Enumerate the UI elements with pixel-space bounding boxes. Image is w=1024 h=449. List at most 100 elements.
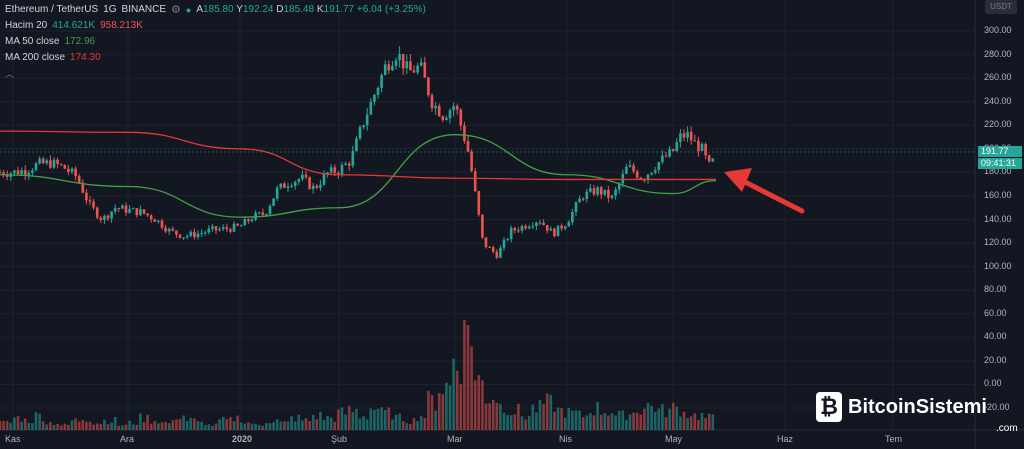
volume-bar bbox=[319, 411, 322, 430]
volume-bar bbox=[463, 320, 466, 430]
candle-body bbox=[455, 106, 459, 110]
volume-bar bbox=[581, 417, 585, 430]
volume-bar bbox=[59, 425, 63, 430]
volume-bar bbox=[81, 419, 85, 430]
price-tick-label: 280.00 bbox=[984, 48, 1012, 59]
volume-bar bbox=[229, 417, 232, 430]
symbol-title[interactable]: Ethereum / TetherUS bbox=[5, 4, 99, 15]
ma200-legend[interactable]: MA 200 close 174.30 bbox=[5, 52, 101, 63]
candle-body bbox=[401, 53, 405, 69]
volume-bar bbox=[484, 403, 488, 430]
volume-bar bbox=[657, 408, 661, 430]
time-tick-label: Haz bbox=[777, 434, 794, 444]
volume-bar bbox=[380, 407, 383, 430]
volume-bar bbox=[700, 412, 704, 430]
volume-bar bbox=[369, 408, 373, 430]
volume-bar bbox=[95, 423, 99, 430]
volume-bar bbox=[232, 421, 236, 430]
candle-body bbox=[686, 131, 689, 138]
currency-badge[interactable]: USDT bbox=[985, 0, 1017, 14]
volume-bar bbox=[85, 421, 88, 430]
volume-bar bbox=[340, 407, 344, 430]
candle-body bbox=[333, 167, 337, 173]
price-tick-label: 180.00 bbox=[984, 166, 1012, 177]
settings-icon[interactable]: ⚙ bbox=[171, 4, 181, 16]
volume-bar bbox=[592, 415, 596, 430]
volume-bar bbox=[452, 358, 455, 430]
volume-bar bbox=[185, 421, 189, 430]
volume-bar bbox=[553, 411, 556, 430]
volume-bar bbox=[88, 421, 92, 430]
volume-bar bbox=[355, 408, 358, 430]
candle-body bbox=[376, 87, 380, 95]
candle-body bbox=[70, 168, 74, 172]
price-tick-label: -20.00 bbox=[984, 402, 1010, 412]
candle-body bbox=[99, 217, 103, 221]
candle-body bbox=[531, 226, 535, 228]
volume-bar bbox=[661, 404, 664, 430]
price-tick-label: 40.00 bbox=[984, 331, 1007, 342]
candle-body bbox=[650, 172, 653, 175]
candle-body bbox=[391, 65, 394, 71]
volume-bar bbox=[488, 403, 491, 430]
volume-bar bbox=[225, 419, 229, 430]
collapse-icon[interactable]: ︿ bbox=[5, 69, 15, 79]
candle-body bbox=[693, 140, 697, 142]
volume-bar bbox=[499, 403, 502, 430]
volume-bar bbox=[167, 423, 171, 430]
volume-bar bbox=[679, 416, 682, 430]
last-price-tag: 191.77 bbox=[978, 146, 1022, 157]
volume-bar bbox=[664, 417, 668, 430]
candle-body bbox=[326, 172, 329, 174]
candle-body bbox=[45, 160, 49, 164]
candle-body bbox=[617, 183, 621, 190]
candle-body bbox=[157, 220, 160, 222]
volume-legend[interactable]: Hacim 20 414.621K 958.213K bbox=[5, 20, 143, 31]
candle-body bbox=[110, 211, 113, 219]
volume-bar bbox=[430, 395, 434, 430]
candle-body bbox=[689, 131, 693, 141]
price-tick-label: 100.00 bbox=[984, 260, 1012, 271]
candle-body bbox=[67, 168, 70, 172]
candle-body bbox=[74, 168, 77, 177]
candle-body bbox=[416, 65, 419, 73]
volume-bar bbox=[239, 422, 243, 430]
volume-bar bbox=[563, 417, 567, 430]
candle-body bbox=[95, 207, 99, 218]
volume-bar bbox=[322, 419, 326, 430]
volume-bar bbox=[41, 421, 45, 430]
volume-bar bbox=[99, 424, 103, 430]
candle-body bbox=[185, 235, 189, 238]
candle-body bbox=[661, 155, 664, 163]
volume-bar bbox=[27, 423, 31, 430]
candle-body bbox=[700, 143, 704, 151]
volume-bar bbox=[160, 422, 164, 430]
volume-bar bbox=[409, 424, 412, 430]
volume-bar bbox=[416, 421, 419, 430]
volume-bar bbox=[427, 390, 430, 430]
volume-bar bbox=[207, 424, 211, 430]
volume-bar bbox=[301, 420, 304, 430]
volume-bar bbox=[693, 413, 697, 430]
candle-body bbox=[261, 212, 265, 215]
volume-bar bbox=[265, 423, 268, 430]
candle-body bbox=[272, 198, 275, 206]
volume-bar bbox=[383, 410, 387, 430]
candle-body bbox=[315, 185, 319, 188]
live-dot-icon: ● bbox=[185, 5, 192, 15]
candle-body bbox=[92, 201, 95, 208]
volume-bar bbox=[578, 410, 581, 430]
candle-body bbox=[542, 222, 545, 225]
volume-bar bbox=[589, 413, 592, 430]
candle-body bbox=[225, 227, 229, 230]
candle-body bbox=[394, 60, 398, 66]
ma50-legend[interactable]: MA 50 close 172.96 bbox=[5, 36, 96, 47]
volume-bar bbox=[387, 407, 391, 430]
candle-body bbox=[311, 185, 315, 190]
interval-label[interactable]: 1G bbox=[103, 4, 117, 15]
ma200-line bbox=[0, 130, 716, 181]
volume-bar bbox=[74, 418, 77, 430]
candle-body bbox=[646, 174, 650, 181]
volume-bar bbox=[585, 415, 589, 430]
